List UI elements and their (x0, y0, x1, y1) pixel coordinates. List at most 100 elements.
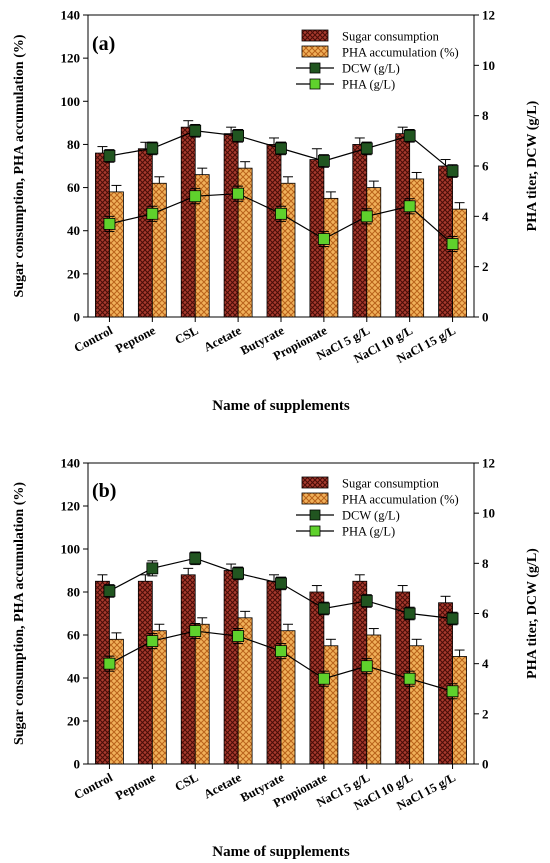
point-dcw (189, 552, 202, 565)
bar-sugar-consumption (95, 152, 110, 318)
bar-pha-accumulation (366, 634, 382, 765)
legend-label: PHA (g/L) (342, 525, 395, 539)
y-axis-title: Sugar consumption, PHA accumulation (%) (12, 482, 27, 745)
x-tick-label: Control (72, 770, 116, 802)
bar-sugar-consumption (352, 144, 368, 318)
legend-label: Sugar consumption (342, 477, 440, 491)
panel-label: (a) (92, 33, 115, 55)
y-right-tick-label: 8 (482, 556, 489, 571)
legend-marker (309, 62, 321, 74)
x-tick-label: Control (72, 323, 116, 355)
bar-pha-accumulation (452, 208, 467, 318)
point-dcw (446, 165, 459, 177)
legend-entry: DCW (g/L) (296, 62, 400, 76)
bar-sugar-consumption (95, 580, 110, 765)
y-tick-label: 120 (61, 51, 81, 66)
point-pha-titer (446, 238, 459, 250)
y-right-tick-label: 12 (482, 8, 495, 23)
point-dcw (360, 595, 373, 607)
point-pha-titer (232, 187, 245, 200)
bar-pha-accumulation (194, 623, 210, 765)
x-tick-label: CSL (173, 770, 201, 794)
bar-sugar-consumption (266, 144, 282, 318)
legend-swatch (301, 45, 329, 58)
x-tick-label: Acetate (201, 770, 244, 801)
bar-sugar-consumption (266, 580, 282, 765)
y-right-tick-label: 10 (482, 58, 495, 73)
y-right-tick-label: 12 (482, 456, 495, 471)
chart-panel-a: 0 20 40 60 80 100 120 140 0 2 4 6 8 10 12 Sugar consump… (12, 8, 540, 415)
bar-sugar-consumption (180, 126, 196, 318)
y-tick-label: 40 (67, 671, 80, 686)
y-axis-title: Sugar consumption, PHA accumulation (%) (12, 34, 27, 297)
legend-label: DCW (g/L) (342, 62, 400, 76)
y-right-tick-label: 0 (482, 310, 489, 325)
point-pha-titer (403, 200, 416, 213)
bar-pha-accumulation (280, 182, 296, 318)
x-tick-label: CSL (173, 323, 201, 347)
x-tick-label: Acetate (201, 323, 244, 354)
y-right-axis-title: PHA titer, DCW (g/L) (525, 548, 540, 679)
legend-entry: Sugar consumption (301, 30, 440, 44)
legend-entry: DCW (g/L) (296, 509, 400, 523)
legend-label: PHA accumulation (%) (342, 493, 459, 507)
y-tick-label: 0 (74, 310, 81, 325)
y-tick-label: 100 (61, 542, 81, 557)
point-dcw (360, 142, 373, 155)
point-dcw (189, 124, 202, 137)
bar-sugar-consumption (223, 133, 239, 318)
legend-label: DCW (g/L) (342, 509, 400, 523)
x-axis-title: Name of supplements (212, 398, 350, 414)
point-pha-titer (275, 207, 287, 220)
point-dcw (103, 585, 116, 597)
bar-sugar-consumption (395, 133, 411, 318)
bar-pha-accumulation (151, 630, 167, 765)
y-tick-label: 140 (61, 8, 81, 23)
chart-panel-b: 0 20 40 60 80 100 120 140 0 2 4 6 8 10 12 Sugar consump… (12, 456, 540, 861)
bar-pha-accumulation (452, 656, 467, 765)
point-pha-titer (146, 207, 159, 220)
legend-label: PHA (g/L) (342, 78, 395, 92)
y-tick-label: 140 (61, 456, 81, 471)
point-pha-titer (232, 630, 245, 642)
y-tick-label: 120 (61, 499, 81, 514)
bar-pha-accumulation (151, 182, 167, 318)
point-pha-titer (103, 217, 116, 230)
point-pha-titer (146, 635, 159, 647)
y-right-tick-label: 6 (482, 159, 489, 174)
y-tick-label: 80 (67, 585, 80, 600)
y-right-tick-label: 6 (482, 606, 489, 621)
bar-pha-accumulation (323, 197, 339, 318)
panel-label: (b) (92, 480, 116, 502)
point-dcw (232, 129, 245, 142)
y-right-tick-label: 8 (482, 108, 489, 123)
legend-label: Sugar consumption (342, 30, 440, 44)
legend-marker (309, 78, 321, 90)
y-tick-label: 40 (67, 223, 80, 238)
point-pha-titer (317, 672, 330, 685)
point-dcw (103, 150, 116, 162)
legend-swatch (301, 476, 329, 489)
point-dcw (403, 129, 416, 142)
y-right-tick-label: 10 (482, 506, 495, 521)
point-pha-titer (189, 190, 202, 203)
y-tick-label: 60 (67, 180, 80, 195)
legend-label: PHA accumulation (%) (342, 46, 459, 60)
legend-entry: PHA accumulation (%) (301, 493, 459, 507)
y-tick-label: 20 (67, 266, 80, 281)
point-pha-titer (317, 233, 330, 245)
point-pha-titer (403, 672, 416, 685)
point-pha-titer (446, 685, 459, 698)
bar-sugar-consumption (180, 574, 196, 765)
legend-entry: PHA (g/L) (296, 525, 395, 539)
point-dcw (317, 602, 330, 615)
bar-sugar-consumption (223, 570, 239, 765)
y-right-tick-label: 2 (482, 706, 489, 721)
y-tick-label: 60 (67, 628, 80, 643)
y-tick-label: 0 (74, 757, 81, 772)
point-pha-titer (360, 210, 373, 223)
x-tick-label: Peptone (113, 323, 158, 356)
point-pha-titer (275, 645, 287, 658)
legend-marker (309, 525, 321, 537)
